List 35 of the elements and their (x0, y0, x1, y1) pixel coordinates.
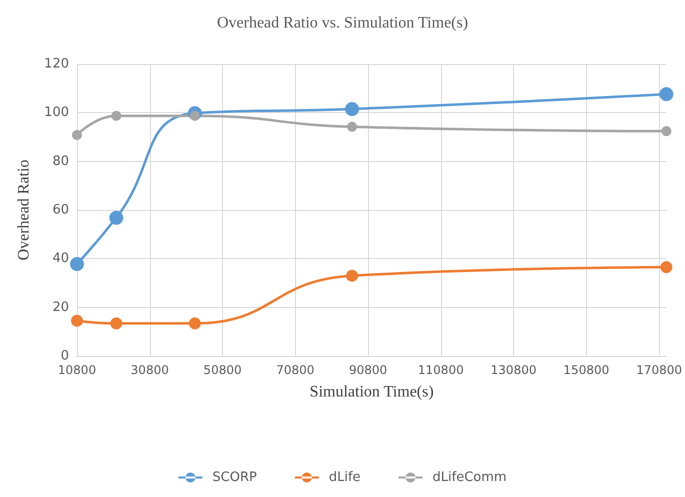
x-tick-label: 110800 (418, 363, 464, 377)
x-tick-label: 150800 (563, 363, 610, 377)
x-tick-label: 170800 (636, 363, 682, 377)
y-tick-label: 0 (60, 348, 69, 364)
point (109, 210, 124, 225)
legend-label: SCORP (212, 470, 258, 485)
point (188, 317, 201, 330)
y-tick-label: 40 (52, 251, 69, 266)
point (347, 122, 358, 132)
y-tick-label: 100 (44, 105, 69, 120)
y-tick-label: 20 (52, 300, 69, 315)
legend-label: dLifeComm (432, 470, 507, 485)
point (110, 317, 122, 330)
point (71, 314, 83, 327)
point (72, 130, 82, 140)
chart-title: Overhead Ratio vs. Simulation Time(s) (216, 14, 468, 32)
point (659, 87, 674, 102)
x-axis-title: Simulation Time(s) (310, 384, 434, 400)
point (111, 110, 122, 121)
point (345, 102, 360, 116)
point (661, 126, 672, 136)
y-tick-label: 60 (52, 202, 69, 218)
legend-label: dLife (328, 470, 361, 485)
x-tick-label: 90800 (348, 363, 388, 377)
x-tick-label: 70800 (276, 363, 314, 377)
point (660, 261, 672, 274)
x-tick-label: 130800 (490, 363, 536, 377)
y-axis-title: Overhead Ratio (16, 160, 32, 260)
point (70, 257, 84, 272)
x-tick-label: 10800 (58, 363, 96, 377)
y-tick-label: 120 (44, 56, 69, 72)
x-tick-label: 30800 (130, 363, 169, 377)
point (346, 270, 358, 282)
x-tick-label: 50800 (203, 363, 242, 377)
y-tick-label: 80 (52, 154, 69, 169)
